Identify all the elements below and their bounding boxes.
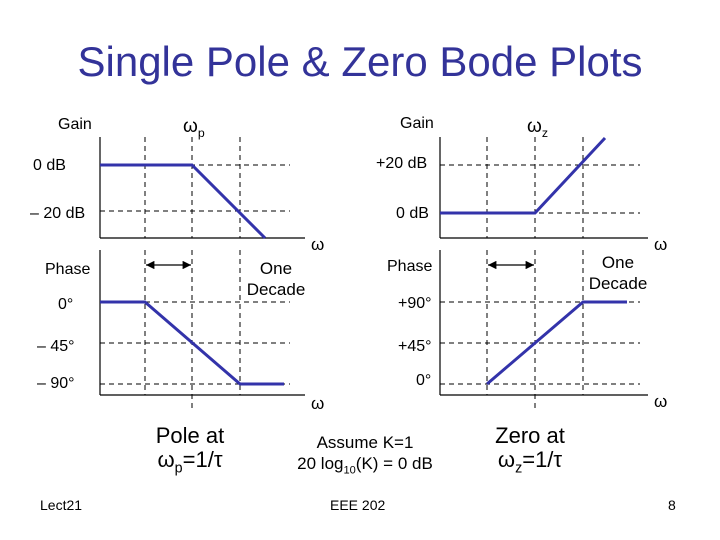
pole-decade-label: One Decade	[246, 259, 306, 300]
zero-gain-plot	[439, 136, 648, 239]
zero-gain-tick-0db: 0 dB	[396, 205, 429, 222]
pole-phase-plot	[99, 250, 305, 410]
zero-phase-tick-90: +90°	[398, 295, 432, 312]
pole-phase-tick-minus45: – 45°	[37, 338, 75, 355]
omega-z-label: ωz	[527, 116, 549, 140]
pole-gain-plot	[99, 137, 305, 240]
pole-phase-curve	[100, 300, 284, 386]
zero-gain-omega-axis-label: ω	[654, 235, 668, 254]
zero-phase-plot	[439, 250, 648, 410]
zero-caption: Zero at ωz=1/τ	[495, 423, 565, 477]
pole-phase-label: Phase	[45, 261, 91, 278]
footer-page-number: 8	[668, 497, 676, 513]
zero-phase-omega-axis-label: ω	[654, 392, 668, 411]
assume-caption: Assume K=1 20 log10(K) = 0 dB	[297, 433, 433, 477]
zero-gain-tick-20db: +20 dB	[376, 155, 428, 172]
footer-course: EEE 202	[330, 497, 386, 513]
pole-gain-omega-axis-label: ω	[311, 235, 325, 254]
pole-caption: Pole at ωp=1/τ	[155, 423, 225, 477]
zero-phase-tick-0: 0°	[416, 372, 432, 389]
slide-title: Single Pole & Zero Bode Plots	[77, 38, 643, 85]
pole-gain-label: Gain	[58, 116, 92, 133]
pole-gain-curve	[100, 163, 267, 240]
pole-gain-tick-minus20db: – 20 dB	[30, 205, 86, 222]
zero-phase-label: Phase	[387, 258, 433, 275]
omega-p-label: ωp	[183, 116, 205, 140]
zero-gain-curve	[440, 136, 607, 215]
zero-gain-label: Gain	[400, 115, 434, 132]
zero-decade-label: One Decade	[588, 253, 648, 294]
pole-phase-tick-0: 0°	[58, 296, 74, 313]
pole-phase-omega-axis-label: ω	[311, 394, 325, 413]
zero-phase-tick-45: +45°	[398, 338, 432, 355]
pole-phase-tick-minus90: – 90°	[37, 375, 75, 392]
zero-phase-curve	[486, 300, 627, 386]
pole-gain-tick-0db: 0 dB	[33, 157, 66, 174]
footer-lecture: Lect21	[40, 497, 83, 513]
